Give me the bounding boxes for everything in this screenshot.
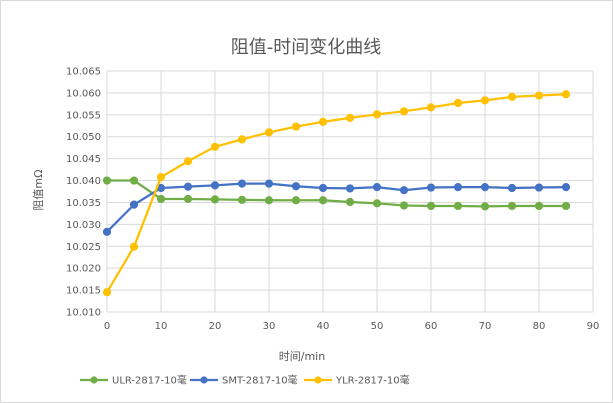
data-point (291, 196, 301, 205)
data-point (507, 92, 517, 101)
data-point (102, 288, 112, 297)
y-tick-label: 10.030 (66, 220, 101, 231)
y-tick-label: 10.060 (66, 88, 101, 99)
x-tick-label: 70 (479, 321, 492, 332)
data-point (507, 183, 517, 193)
y-tick-labels: 10.010 10.015 10.020 10.025 10.030 10.035 10.0… (66, 67, 101, 319)
data-point (318, 196, 328, 205)
data-point (237, 195, 247, 204)
data-point (129, 200, 139, 209)
data-point (534, 91, 544, 100)
data-point (534, 183, 544, 192)
data-point (534, 201, 544, 211)
data-point (561, 183, 571, 192)
series-line (106, 182, 567, 233)
data-point (318, 183, 328, 193)
data-point (264, 128, 274, 137)
x-axis-label: 时间/min (279, 350, 325, 363)
y-axis-label: 阻值mΩ (32, 169, 45, 210)
data-point (480, 202, 490, 211)
data-point (210, 142, 220, 151)
series-line (106, 93, 567, 293)
data-point (129, 242, 139, 251)
data-point (399, 186, 409, 195)
data-point (237, 179, 247, 188)
series-3 (102, 90, 571, 297)
data-point (129, 176, 139, 185)
data-point (426, 183, 436, 192)
data-point (183, 157, 193, 166)
legend-label: YLR-2817-10毫 (335, 374, 410, 387)
x-tick-labels: 0 10 20 30 40 50 60 70 80 90 (104, 321, 600, 332)
data-point (183, 182, 193, 191)
legend-marker (200, 376, 208, 384)
data-point (426, 103, 436, 112)
legend-entry: YLR-2817-10毫 (304, 374, 410, 387)
x-tick-label: 40 (317, 321, 330, 332)
data-point (345, 197, 355, 207)
x-tick-label: 90 (587, 321, 600, 332)
data-point (399, 107, 409, 116)
data-point (480, 96, 490, 105)
x-tick-label: 80 (533, 321, 546, 332)
legend: ULR-2817-10毫 SMT-2817-10毫 YLR-2817-10毫 (80, 374, 410, 387)
legend-marker (314, 376, 322, 384)
legend-marker (90, 376, 98, 384)
data-point (453, 183, 463, 192)
legend-label: SMT-2817-10毫 (222, 374, 298, 387)
data-point (291, 122, 301, 131)
data-point (372, 110, 382, 119)
data-point (453, 201, 463, 211)
data-point (237, 135, 247, 144)
data-point (399, 201, 409, 210)
chart-title: 阻值-时间变化曲线 (231, 37, 382, 58)
data-point (345, 184, 355, 193)
data-point (345, 113, 355, 122)
x-tick-label: 30 (263, 321, 276, 332)
y-tick-label: 10.040 (66, 176, 101, 187)
legend-entry: SMT-2817-10毫 (190, 374, 298, 387)
data-point (372, 199, 382, 208)
data-point (210, 195, 220, 204)
data-point (318, 117, 328, 126)
data-point (480, 183, 490, 192)
y-tick-label: 10.010 (66, 308, 101, 319)
y-tick-label: 10.020 (66, 264, 101, 275)
series-line (107, 179, 566, 208)
data-point (156, 172, 166, 182)
data-point (264, 196, 274, 205)
series-2 (102, 179, 571, 236)
x-tick-label: 50 (371, 321, 384, 332)
legend-entry: ULR-2817-10毫 (80, 374, 187, 387)
data-point (561, 90, 571, 99)
y-tick-label: 10.015 (66, 286, 101, 297)
data-point (453, 98, 463, 108)
data-point (507, 201, 517, 211)
data-point (102, 176, 112, 185)
y-tick-label: 10.065 (66, 67, 101, 78)
data-point (156, 194, 166, 204)
x-tick-label: 10 (155, 321, 168, 332)
data-point (102, 227, 112, 236)
y-tick-label: 10.045 (66, 154, 101, 165)
series-layer (102, 90, 571, 297)
data-point (561, 201, 571, 211)
y-tick-label: 10.035 (66, 198, 101, 209)
data-point (210, 181, 220, 190)
y-tick-label: 10.025 (66, 242, 101, 253)
x-tick-label: 0 (104, 321, 110, 332)
data-point (291, 182, 301, 191)
series-1 (102, 176, 571, 211)
data-point (183, 194, 193, 204)
y-tick-label: 10.055 (66, 110, 101, 121)
x-tick-label: 20 (209, 321, 222, 332)
legend-label: ULR-2817-10毫 (112, 374, 187, 387)
y-tick-label: 10.050 (66, 132, 101, 143)
data-point (372, 183, 382, 192)
data-point (426, 201, 436, 211)
x-tick-label: 60 (425, 321, 438, 332)
data-point (264, 179, 274, 188)
